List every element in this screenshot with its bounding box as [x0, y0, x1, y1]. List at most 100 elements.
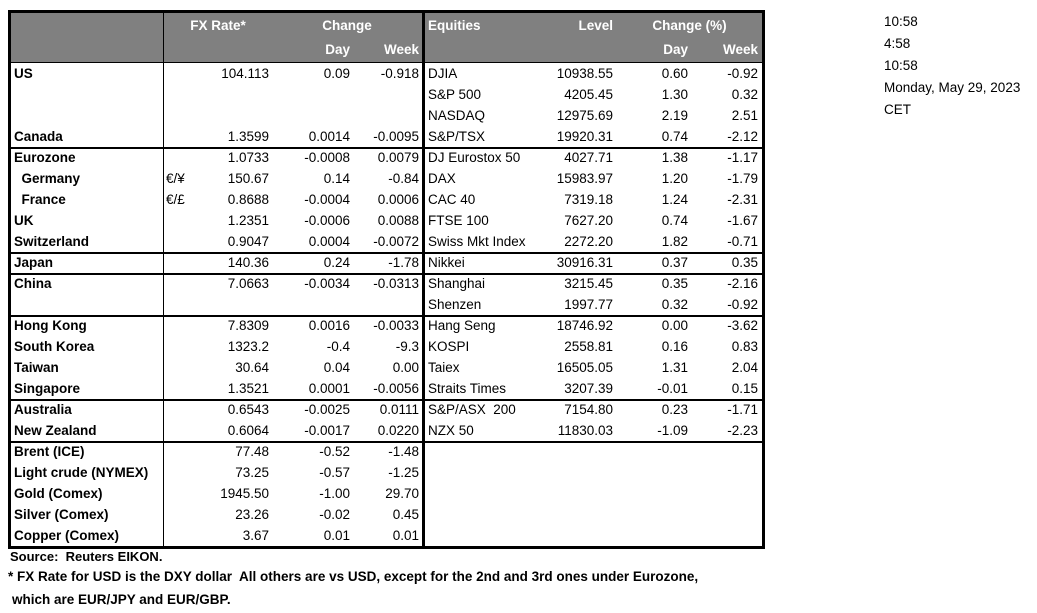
fx-country-cell[interactable]: US: [11, 63, 164, 84]
fx-week-cell[interactable]: 0.0088: [354, 210, 425, 231]
equity-day-cell[interactable]: 0.32: [661, 297, 688, 312]
equity-level-cell[interactable]: 4205.45: [564, 87, 613, 102]
equity-day-cell[interactable]: 1.24: [661, 192, 688, 207]
equity-week-cell[interactable]: -1.79: [727, 171, 758, 186]
fx-week-cell[interactable]: 0.00: [354, 357, 425, 378]
fx-rate-cell[interactable]: 0.9047: [227, 234, 269, 249]
equity-week-cell[interactable]: 0.32: [731, 87, 758, 102]
fx-day-cell[interactable]: -0.52: [319, 444, 350, 459]
equity-level-cell[interactable]: 4027.71: [564, 150, 613, 165]
fx-pair-cell[interactable]: [164, 210, 194, 231]
fx-rate-cell[interactable]: 3.67: [242, 528, 269, 543]
equities-week-header[interactable]: Week: [722, 42, 758, 57]
fx-rate-cell[interactable]: 150.67: [227, 171, 269, 186]
equity-level-cell[interactable]: 18746.92: [556, 318, 613, 333]
fx-day-cell[interactable]: -0.0017: [304, 423, 350, 438]
fx-rate-cell[interactable]: 1.2351: [227, 213, 269, 228]
equity-week-cell[interactable]: [692, 504, 762, 525]
equity-week-cell[interactable]: -0.92: [727, 66, 758, 81]
fx-country-cell[interactable]: Copper (Comex): [11, 525, 164, 546]
equity-day-cell[interactable]: 0.35: [661, 276, 688, 291]
fx-rate-cell[interactable]: [194, 294, 272, 315]
equity-name-cell[interactable]: DAX: [428, 171, 456, 186]
fx-country-cell[interactable]: Brent (ICE): [11, 443, 164, 462]
equity-name-cell[interactable]: [425, 483, 537, 504]
fx-day-cell[interactable]: -0.4: [326, 339, 350, 354]
equity-name-cell[interactable]: DJIA: [428, 66, 458, 81]
equity-day-cell[interactable]: 0.00: [661, 318, 688, 333]
equity-day-cell[interactable]: 1.31: [661, 360, 688, 375]
fx-rate-cell[interactable]: 7.8309: [227, 318, 269, 333]
equity-name-cell[interactable]: S&P/TSX: [428, 129, 486, 144]
fx-pair-cell[interactable]: [164, 317, 194, 336]
equity-level-cell[interactable]: 11830.03: [557, 423, 613, 438]
equity-week-cell[interactable]: -0.92: [727, 297, 758, 312]
equity-name-cell[interactable]: Swiss Mkt Index: [428, 234, 526, 249]
equity-day-cell[interactable]: 0.74: [661, 213, 688, 228]
equity-day-cell[interactable]: 0.37: [661, 255, 688, 270]
equity-week-cell[interactable]: -2.23: [727, 423, 758, 438]
equity-week-cell[interactable]: -1.17: [727, 150, 758, 165]
level-header[interactable]: Level: [578, 18, 613, 33]
fx-rate-cell[interactable]: 1323.2: [227, 339, 269, 354]
equity-day-cell[interactable]: [617, 525, 692, 546]
equity-name-cell[interactable]: NASDAQ: [428, 108, 486, 123]
fx-week-cell[interactable]: -1.78: [354, 254, 425, 273]
fx-rate-cell[interactable]: 1.3521: [227, 381, 269, 396]
fx-country-cell[interactable]: Hong Kong: [11, 317, 164, 336]
equity-week-cell[interactable]: [692, 483, 762, 504]
fx-week-cell[interactable]: [354, 105, 425, 126]
fx-week-cell[interactable]: -0.0033: [354, 317, 425, 336]
fx-country-cell[interactable]: Singapore: [11, 378, 164, 399]
equity-day-cell[interactable]: [617, 483, 692, 504]
fx-pair-cell[interactable]: [164, 378, 194, 399]
equity-week-cell[interactable]: 2.04: [731, 360, 758, 375]
fx-country-cell[interactable]: Canada: [11, 126, 164, 147]
equity-name-cell[interactable]: KOSPI: [428, 339, 470, 354]
fx-rate-cell[interactable]: 77.48: [235, 444, 269, 459]
equity-week-cell[interactable]: -1.71: [727, 402, 758, 417]
fx-rate-cell[interactable]: 1945.50: [220, 486, 269, 501]
fx-pair-cell[interactable]: [164, 254, 194, 273]
fx-day-cell[interactable]: -0.57: [319, 465, 350, 480]
fx-week-cell[interactable]: -0.918: [354, 63, 425, 84]
equity-name-cell[interactable]: Straits Times: [428, 381, 507, 396]
fx-pair-cell[interactable]: [164, 105, 194, 126]
equity-week-cell[interactable]: -3.62: [727, 318, 758, 333]
fx-day-cell[interactable]: [272, 294, 354, 315]
fx-week-cell[interactable]: 0.45: [354, 504, 425, 525]
fx-rate-cell[interactable]: 140.36: [227, 255, 269, 270]
equity-name-cell[interactable]: [425, 443, 537, 462]
fx-day-cell[interactable]: 0.01: [323, 528, 350, 543]
equity-week-cell[interactable]: 0.83: [731, 339, 758, 354]
fx-day-cell[interactable]: -0.0008: [304, 150, 350, 165]
equity-level-cell[interactable]: 7154.80: [564, 402, 613, 417]
fx-country-cell[interactable]: Taiwan: [11, 357, 164, 378]
equity-level-cell[interactable]: 30916.31: [556, 255, 613, 270]
fx-pair-cell[interactable]: [164, 149, 194, 168]
equity-level-cell[interactable]: [537, 504, 617, 525]
fx-week-cell[interactable]: 0.0006: [354, 189, 425, 210]
fx-pair-cell[interactable]: [164, 63, 194, 84]
equity-week-cell[interactable]: -0.71: [727, 234, 758, 249]
fx-pair-cell[interactable]: €/£: [166, 192, 185, 207]
fx-country-cell[interactable]: Eurozone: [11, 149, 164, 168]
header-blank-cell[interactable]: [11, 38, 164, 62]
fx-pair-cell[interactable]: [164, 294, 194, 315]
fx-day-cell[interactable]: -0.0006: [304, 213, 350, 228]
header-blank-cell[interactable]: [425, 38, 537, 62]
equity-name-cell[interactable]: [425, 462, 537, 483]
fx-rate-cell[interactable]: 7.0663: [227, 276, 269, 291]
equity-level-cell[interactable]: 3207.39: [564, 381, 613, 396]
fx-rate-cell[interactable]: 0.8688: [227, 192, 269, 207]
header-blank-cell[interactable]: [164, 38, 272, 62]
fx-rate-header[interactable]: FX Rate*: [190, 18, 246, 33]
fx-change-header[interactable]: Change: [272, 13, 425, 38]
fx-day-header[interactable]: Day: [325, 42, 350, 57]
equity-level-cell[interactable]: 15983.97: [556, 171, 613, 186]
equity-level-cell[interactable]: 7319.18: [564, 192, 613, 207]
fx-day-cell[interactable]: [272, 84, 354, 105]
equity-week-cell[interactable]: -2.12: [727, 129, 758, 144]
equity-day-cell[interactable]: [617, 443, 692, 462]
fx-pair-cell[interactable]: [164, 525, 194, 546]
